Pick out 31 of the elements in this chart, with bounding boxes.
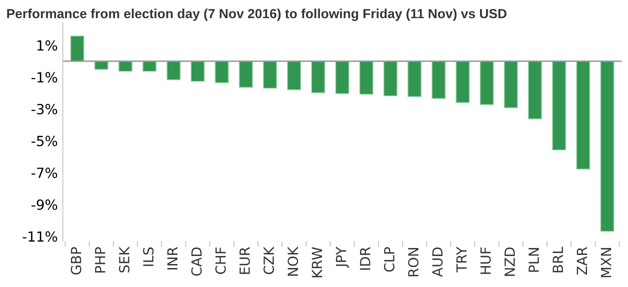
x-tick-label: CLP [384,247,394,272]
y-tick-label: -11% [22,231,58,242]
x-tick-label: RON [408,248,419,276]
x-tick-label: PHP [95,247,106,272]
x-tick-label: ZAR [576,247,588,275]
x-tick-label: JPY [336,246,349,268]
x-tick-label: IDR [360,247,370,270]
y-tick-label: -7% [32,168,58,178]
x-tick-label: CZK [264,246,274,274]
x-tick-label: NZD [504,247,515,276]
x-tick-label: MXN [600,248,612,278]
x-tick-label: KRW [312,247,322,278]
y-tick-label: -9% [32,199,58,210]
x-tick-label: CAD [191,247,202,276]
x-tick-label: AUD [432,247,443,277]
x-tick-label: TRY [456,246,467,272]
x-tick-label: GBP [70,247,82,275]
y-tick-label: -3% [32,104,58,114]
x-tick-label: PLN [528,248,539,272]
x-tick-label: NOK [288,246,298,276]
y-tick-label: -1% [32,72,58,83]
x-tick-label: HUF [480,247,491,274]
chart-title: Performance from election day (7 Nov 2016) to following Friday (11 Nov) vs USD [7,8,507,21]
x-tick-label: CHF [215,247,226,274]
y-tick-label: -5% [32,136,58,146]
x-tick-label: SEK [118,246,130,272]
x-tick-label: EUR [240,247,250,274]
x-tick-label: ILS [143,247,154,266]
x-tick-label: BRL [552,246,563,272]
x-tick-label: INR [167,247,178,270]
y-tick-label: 1% [37,40,58,51]
